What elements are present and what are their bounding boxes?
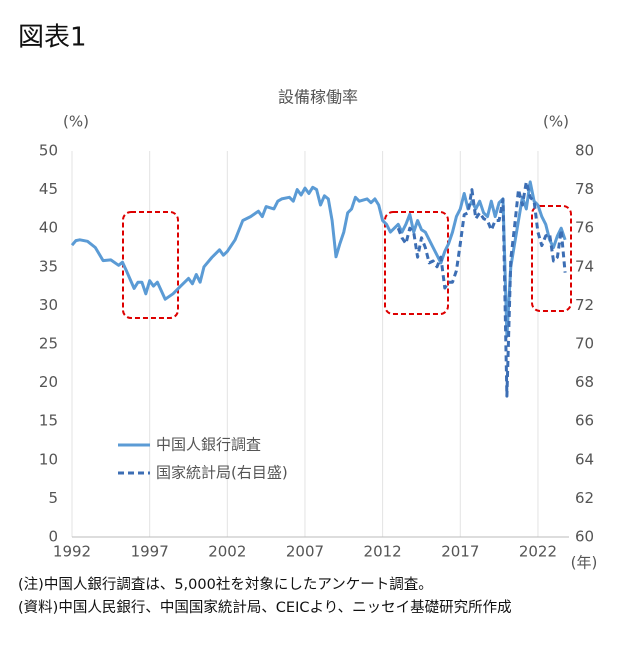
y2-tick-label: 66 xyxy=(575,412,594,430)
y-tick-label: 20 xyxy=(39,373,58,391)
y-tick-label: 0 xyxy=(48,528,58,546)
y2-tick-label: 60 xyxy=(575,528,594,546)
y-unit: (%) xyxy=(63,113,89,131)
figure-label: 図表1 xyxy=(18,23,87,53)
y-tick-label: 40 xyxy=(39,219,58,237)
y-tick-label: 15 xyxy=(39,412,58,430)
y-tick-label: 35 xyxy=(39,257,58,275)
y2-tick-label: 64 xyxy=(575,450,594,468)
legend-label: 中国人銀行調査 xyxy=(156,436,261,454)
x-tick-label: 2002 xyxy=(208,543,246,561)
x-tick-label: 2017 xyxy=(441,543,479,561)
y2-tick-label: 80 xyxy=(575,142,594,160)
y2-tick-label: 70 xyxy=(575,335,594,353)
x-unit: (年) xyxy=(571,554,598,572)
y2-tick-label: 62 xyxy=(575,489,594,507)
note: (注)中国人銀行調査は、5,000社を対象にしたアンケート調査。 xyxy=(18,576,433,593)
y2-tick-label: 74 xyxy=(575,257,594,275)
y-tick-label: 25 xyxy=(39,335,58,353)
x-tick-label: 2007 xyxy=(286,543,324,561)
highlight-box xyxy=(122,211,179,319)
series-line xyxy=(396,180,567,398)
y-tick-label: 45 xyxy=(39,180,58,198)
x-tick-label: 1992 xyxy=(53,543,91,561)
highlight-box xyxy=(384,211,449,315)
y-tick-label: 50 xyxy=(39,142,58,160)
y-tick-label: 10 xyxy=(39,450,58,468)
y2-tick-label: 68 xyxy=(575,373,594,391)
chart-title: 設備稼働率 xyxy=(278,88,358,107)
y2-unit: (%) xyxy=(543,113,569,131)
series-line xyxy=(70,180,567,338)
note: (資料)中国人民銀行、中国国家統計局、CEICより、ニッセイ基礎研究所作成 xyxy=(18,599,512,616)
highlight-box xyxy=(531,205,572,312)
y-tick-label: 5 xyxy=(48,489,58,507)
y2-tick-label: 72 xyxy=(575,296,594,314)
y2-tick-label: 78 xyxy=(575,180,594,198)
y-tick-label: 30 xyxy=(39,296,58,314)
x-tick-label: 1997 xyxy=(131,543,169,561)
x-tick-label: 2012 xyxy=(364,543,402,561)
x-tick-label: 2022 xyxy=(519,543,557,561)
legend-label: 国家統計局(右目盛) xyxy=(156,464,288,482)
y2-tick-label: 76 xyxy=(575,219,594,237)
